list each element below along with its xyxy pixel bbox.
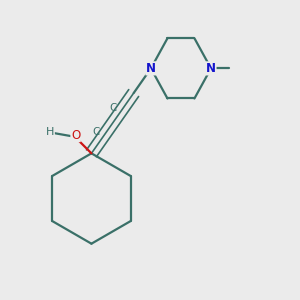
Text: H: H	[46, 127, 54, 137]
Text: O: O	[71, 129, 80, 142]
Text: C: C	[93, 127, 100, 137]
Text: N: N	[146, 62, 156, 75]
Text: C: C	[110, 103, 117, 112]
Text: N: N	[206, 62, 216, 75]
